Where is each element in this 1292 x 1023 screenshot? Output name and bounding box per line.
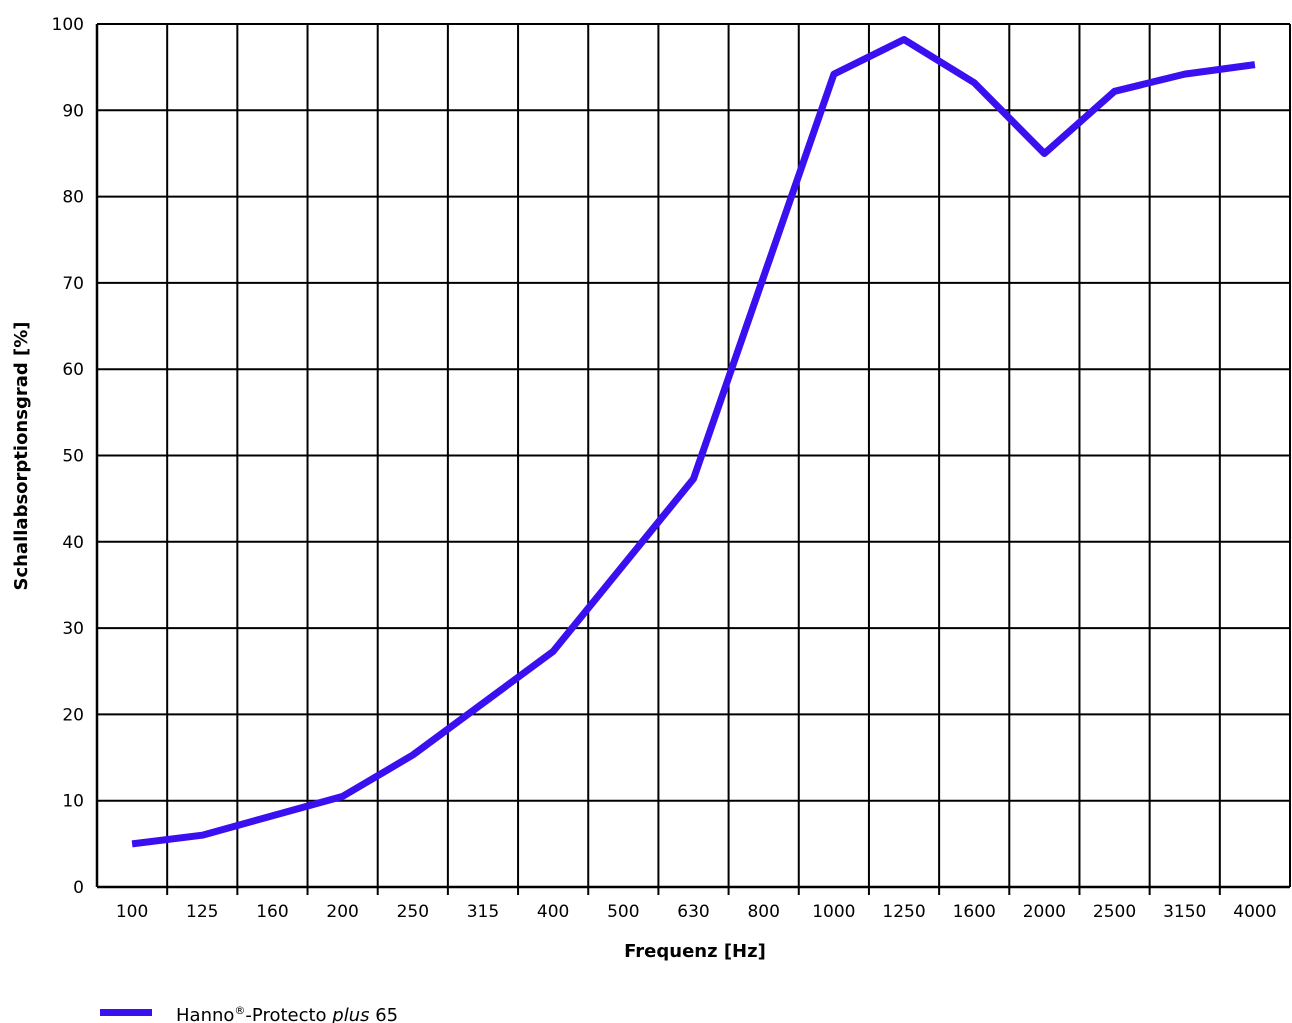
x-tick-label: 1600 (953, 902, 996, 922)
legend-label: Hanno®-Protecto plus 65 (176, 1004, 398, 1023)
x-axis-ticks: 100 125 160 200 250 315 400 500 630 800 1000 1250 16… (116, 902, 1277, 922)
x-tick-label: 4000 (1233, 902, 1276, 922)
legend: Hanno®-Protecto plus 65 (100, 1004, 398, 1023)
x-tick-label: 800 (747, 902, 779, 922)
y-tick-label: 0 (73, 878, 84, 898)
y-axis-ticks: 0 10 20 30 40 50 60 70 80 90 100 (52, 15, 84, 898)
y-tick-label: 40 (62, 533, 84, 553)
y-tick-label: 20 (62, 705, 84, 725)
y-tick-label: 60 (62, 360, 84, 380)
x-tick-label: 3150 (1163, 902, 1206, 922)
x-tick-label: 2500 (1093, 902, 1136, 922)
x-tick-label: 400 (537, 902, 569, 922)
x-tick-label: 1250 (882, 902, 925, 922)
x-tick-label: 630 (677, 902, 709, 922)
x-axis-title: Frequenz [Hz] (624, 941, 766, 962)
y-tick-label: 80 (62, 188, 84, 208)
y-axis-title: Schallabsorptionsgrad [%] (11, 321, 32, 590)
x-tick-label: 315 (467, 902, 499, 922)
x-tick-label: 1000 (812, 902, 855, 922)
y-tick-label: 50 (62, 447, 84, 467)
x-tick-label: 500 (607, 902, 639, 922)
legend-swatch (100, 1009, 152, 1016)
series-line-hanno-protecto (131, 36, 1256, 848)
chart-grid (95, 23, 1291, 895)
y-tick-label: 100 (52, 15, 84, 35)
y-tick-label: 90 (62, 101, 84, 121)
y-tick-label: 10 (62, 792, 84, 812)
x-tick-label: 100 (116, 902, 148, 922)
y-tick-label: 70 (62, 274, 84, 294)
x-tick-label: 160 (256, 902, 288, 922)
series-points (131, 39, 1256, 844)
x-tick-label: 200 (326, 902, 358, 922)
y-tick-label: 30 (62, 619, 84, 639)
x-tick-label: 250 (397, 902, 429, 922)
x-tick-label: 125 (186, 902, 218, 922)
x-tick-label: 2000 (1023, 902, 1066, 922)
